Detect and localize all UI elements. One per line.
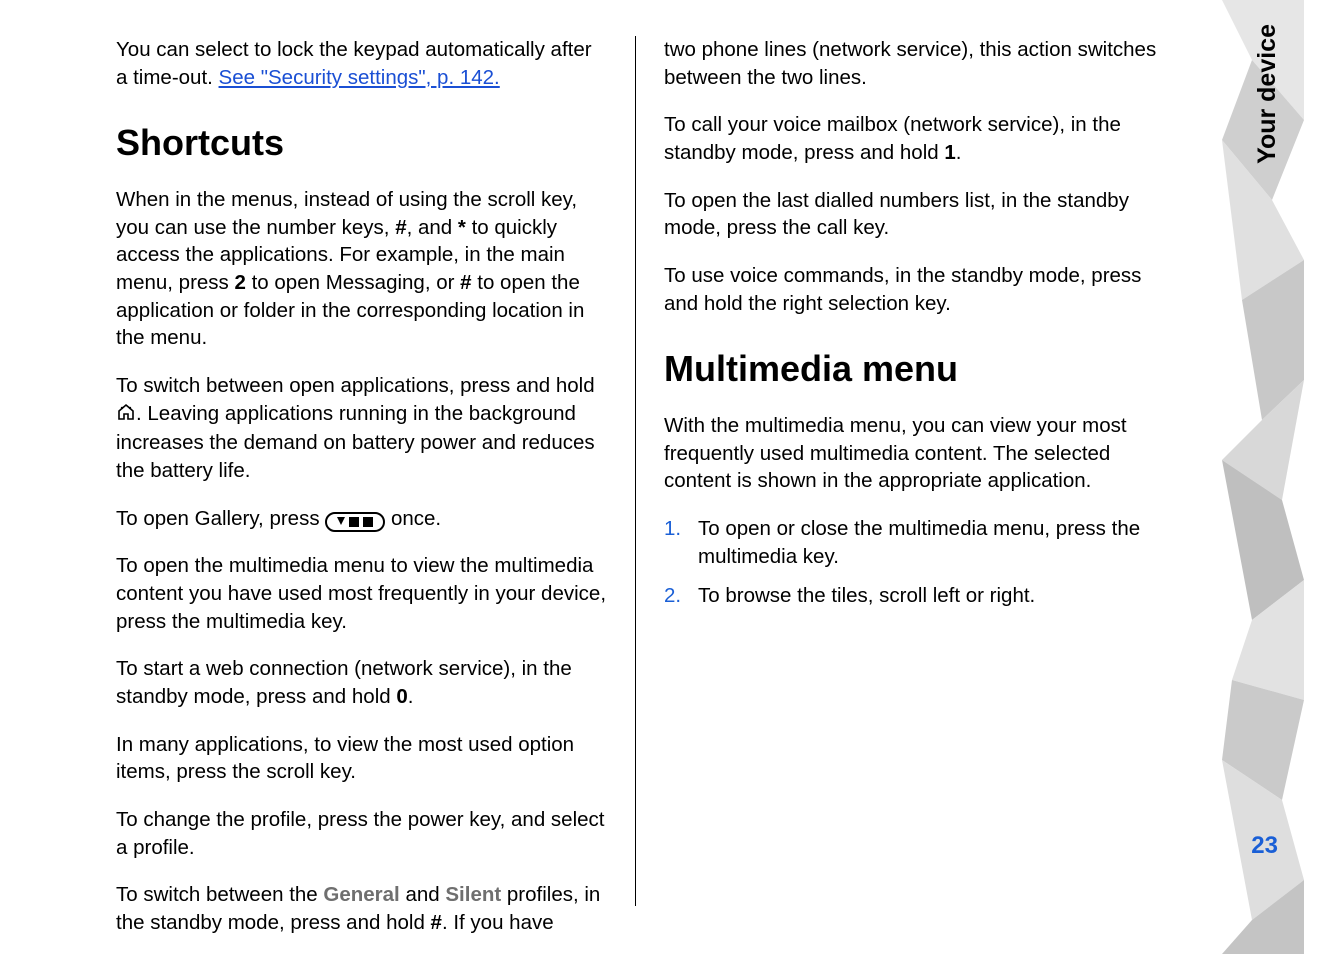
hash-key: # bbox=[431, 911, 442, 934]
text: . If you have bbox=[442, 911, 554, 934]
hash-key: # bbox=[395, 216, 406, 239]
text: and bbox=[400, 883, 446, 906]
shortcuts-paragraph-2: To switch between open applications, pre… bbox=[116, 372, 607, 485]
shortcuts-paragraph-3: To open Gallery, press once. bbox=[116, 505, 607, 533]
list-item: 2. To browse the tiles, scroll left or r… bbox=[664, 582, 1176, 610]
right-column: two phone lines (network service), this … bbox=[636, 36, 1176, 906]
home-key-icon bbox=[116, 402, 136, 430]
step-number: 1. bbox=[664, 515, 698, 570]
content-columns: You can select to lock the keypad automa… bbox=[116, 36, 1322, 906]
multimedia-steps-list: 1. To open or close the multimedia menu,… bbox=[664, 515, 1176, 610]
left-column: You can select to lock the keypad automa… bbox=[116, 36, 636, 906]
profile-general: General bbox=[323, 883, 399, 906]
star-key: * bbox=[458, 216, 466, 239]
gallery-key-icon bbox=[325, 512, 385, 532]
document-page: Your device 23 You can select to lock th… bbox=[0, 0, 1322, 954]
right-paragraph-1: two phone lines (network service), this … bbox=[664, 36, 1176, 91]
right-paragraph-4: To use voice commands, in the standby mo… bbox=[664, 262, 1176, 317]
hash-key: # bbox=[460, 271, 471, 294]
shortcuts-paragraph-5: To start a web connection (network servi… bbox=[116, 655, 607, 710]
heading-multimedia-menu: Multimedia menu bbox=[664, 345, 1176, 394]
right-paragraph-3: To open the last dialled numbers list, i… bbox=[664, 187, 1176, 242]
shortcuts-paragraph-7: To change the profile, press the power k… bbox=[116, 806, 607, 861]
list-item: 1. To open or close the multimedia menu,… bbox=[664, 515, 1176, 570]
text: To switch between the bbox=[116, 883, 323, 906]
text: , and bbox=[407, 216, 458, 239]
side-tab-label: Your device bbox=[1253, 24, 1282, 164]
step-text: To open or close the multimedia menu, pr… bbox=[698, 515, 1176, 570]
shortcuts-paragraph-8: To switch between the General and Silent… bbox=[116, 881, 607, 936]
text: To call your voice mailbox (network serv… bbox=[664, 113, 1121, 164]
shortcuts-paragraph-6: In many applications, to view the most u… bbox=[116, 731, 607, 786]
key-2: 2 bbox=[235, 271, 246, 294]
step-number: 2. bbox=[664, 582, 698, 610]
text: to open Messaging, or bbox=[246, 271, 460, 294]
shortcuts-paragraph-1: When in the menus, instead of using the … bbox=[116, 186, 607, 352]
text: once. bbox=[385, 507, 441, 530]
security-settings-link[interactable]: See "Security settings", p. 142. bbox=[219, 66, 500, 89]
text: . Leaving applications running in the ba… bbox=[116, 402, 595, 482]
intro-paragraph: You can select to lock the keypad automa… bbox=[116, 36, 607, 91]
key-0: 0 bbox=[396, 685, 407, 708]
page-number: 23 bbox=[1251, 832, 1278, 860]
text: To start a web connection (network servi… bbox=[116, 657, 572, 708]
multimedia-paragraph: With the multimedia menu, you can view y… bbox=[664, 412, 1176, 495]
right-paragraph-2: To call your voice mailbox (network serv… bbox=[664, 111, 1176, 166]
text: To switch between open applications, pre… bbox=[116, 374, 595, 397]
profile-silent: Silent bbox=[445, 883, 501, 906]
text: . bbox=[408, 685, 414, 708]
step-text: To browse the tiles, scroll left or righ… bbox=[698, 582, 1176, 610]
shortcuts-paragraph-4: To open the multimedia menu to view the … bbox=[116, 552, 607, 635]
text: To open Gallery, press bbox=[116, 507, 325, 530]
heading-shortcuts: Shortcuts bbox=[116, 119, 607, 168]
text: . bbox=[956, 141, 962, 164]
key-1: 1 bbox=[944, 141, 955, 164]
